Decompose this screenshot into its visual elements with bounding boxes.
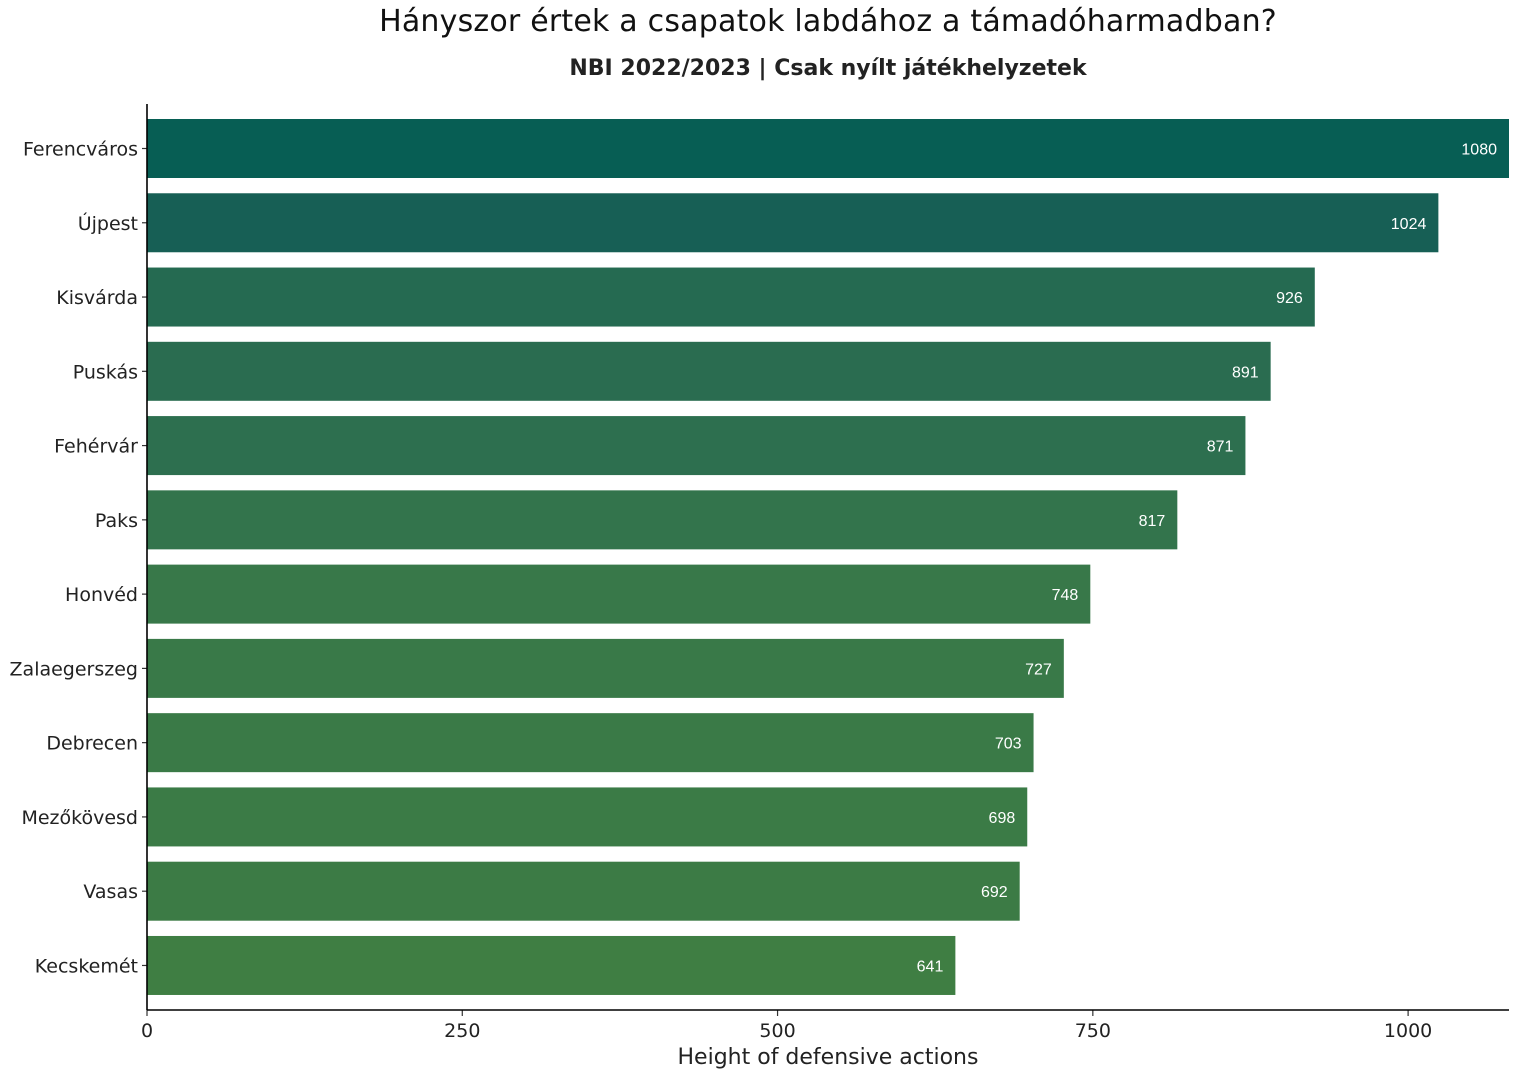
category-label: Kecskemét: [35, 955, 138, 977]
category-label: Vasas: [83, 881, 138, 903]
x-tick-label: 0: [141, 1020, 153, 1042]
category-label: Mezőkövesd: [21, 807, 138, 829]
bar-6: [147, 564, 1091, 624]
value-label: 641: [917, 958, 944, 975]
category-label: Újpest: [78, 211, 138, 235]
bars-layer: [147, 119, 1509, 995]
chart-title: Hányszor értek a csapatok labdához a tám…: [379, 4, 1277, 39]
x-tick-label: 250: [444, 1020, 480, 1042]
category-label: Debrecen: [46, 733, 138, 755]
bar-9: [147, 787, 1028, 847]
x-tick-label: 1000: [1384, 1020, 1432, 1042]
bar-0: [147, 119, 1509, 178]
bar-5: [147, 490, 1178, 550]
value-label: 1024: [1391, 216, 1427, 233]
value-label: 703: [995, 736, 1022, 753]
bar-8: [147, 713, 1034, 773]
bar-2: [147, 267, 1315, 327]
category-label: Zalaegerszeg: [10, 658, 138, 680]
value-label: 692: [981, 884, 1008, 901]
category-label: Fehérvár: [54, 436, 138, 458]
bar-10: [147, 861, 1020, 921]
value-label: 926: [1276, 290, 1303, 307]
category-label: Puskás: [73, 361, 138, 383]
value-label: 698: [989, 810, 1016, 827]
bar-7: [147, 638, 1064, 698]
x-axis-title: Height of defensive actions: [678, 1045, 979, 1070]
chart-subtitle: NBI 2022/2023 | Csak nyílt játékhelyzete…: [569, 56, 1087, 81]
value-label: 891: [1232, 364, 1259, 381]
bar-11: [147, 935, 956, 995]
category-label: Paks: [95, 510, 138, 532]
value-label: 817: [1139, 513, 1166, 530]
value-label: 727: [1025, 661, 1052, 678]
category-axis-labels: Ferencváros Újpest Kisvárda Puskás Fehérvár P…: [10, 139, 147, 977]
category-label: Ferencváros: [23, 139, 138, 161]
x-tick-label: 750: [1075, 1020, 1111, 1042]
x-axis: 0 250 500 750 1000: [141, 1010, 1432, 1042]
value-label: 871: [1207, 439, 1234, 456]
value-labels: 1080 1024 926 891 871 817 748 727 703 698 692 641: [917, 142, 1497, 976]
value-label: 748: [1052, 587, 1079, 604]
bar-4: [147, 416, 1246, 476]
x-tick-label: 500: [759, 1020, 795, 1042]
bar-3: [147, 341, 1271, 401]
category-label: Honvéd: [65, 584, 138, 606]
bar-1: [147, 193, 1439, 253]
value-label: 1080: [1461, 142, 1497, 159]
category-label: Kisvárda: [56, 287, 138, 309]
